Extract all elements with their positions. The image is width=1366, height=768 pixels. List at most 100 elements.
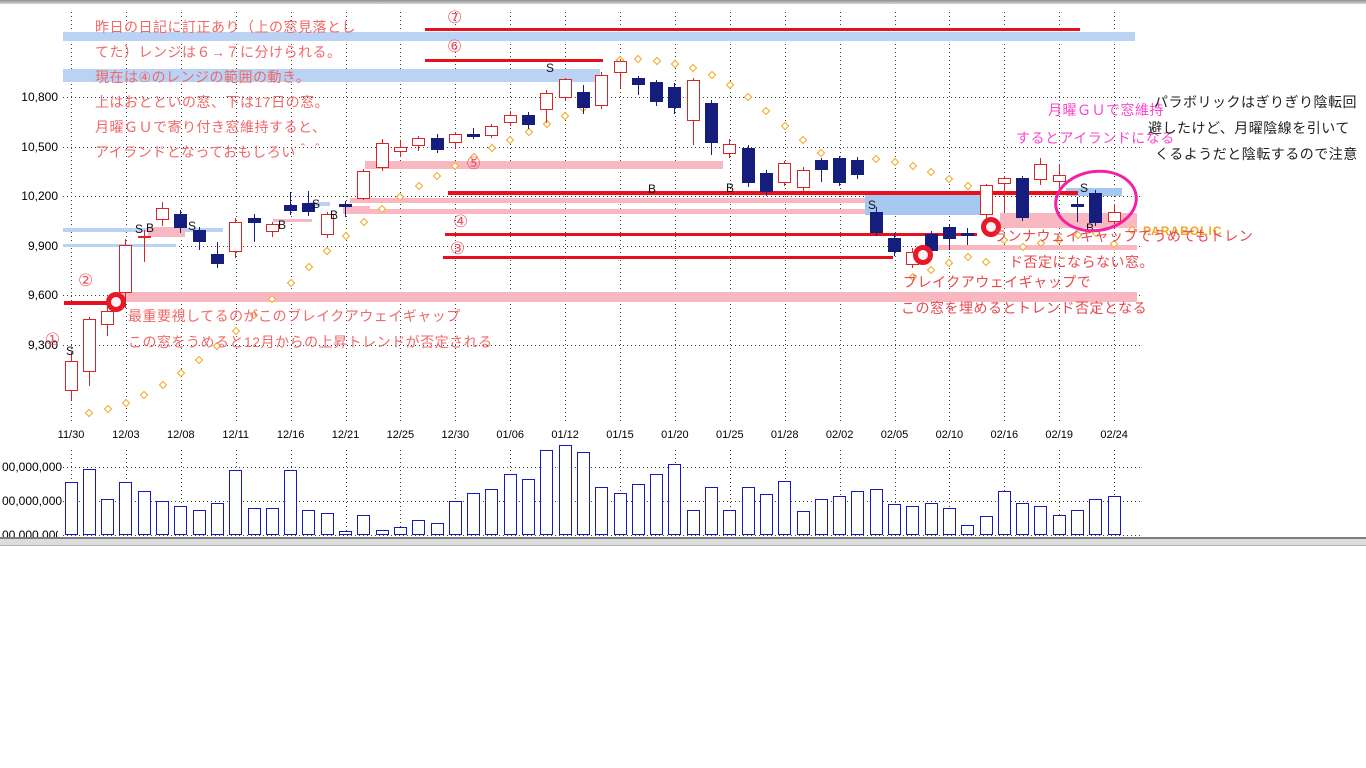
date-axis-label: 02/05 xyxy=(880,429,909,441)
date-gridline xyxy=(400,12,402,424)
date-axis-label: 12/11 xyxy=(222,429,250,441)
volume-bar xyxy=(357,514,371,535)
signal-letter: B xyxy=(146,221,155,235)
annotation-text: てた）レンジは６→７に分けられる。 xyxy=(95,44,342,60)
volume-bar xyxy=(101,499,115,535)
annotation-text: するとアイランドになる xyxy=(1016,130,1175,146)
volume-bar xyxy=(119,482,133,535)
sar-dot xyxy=(945,174,954,184)
annotation-text: 月曜ＧＵで寄り付き窓維持すると、 xyxy=(95,119,327,135)
candle-body xyxy=(448,134,462,144)
candle-body xyxy=(686,79,700,121)
annotation-text: ブレイクアウェイギャップで xyxy=(903,274,1092,290)
signal-letter: B xyxy=(648,182,657,196)
candle-body xyxy=(650,82,664,102)
sar-dot xyxy=(103,404,112,413)
volume-bar xyxy=(265,507,279,535)
gap-number-label: ⑤ xyxy=(466,154,482,173)
parabolic-indicator-label: PARABOLIC xyxy=(1143,224,1223,238)
date-axis-label: 01/25 xyxy=(716,429,744,441)
price-gridline xyxy=(63,196,1140,198)
volume-bar xyxy=(961,524,975,535)
annotation-text: 避したけど、月曜陰線を引いて xyxy=(1148,120,1350,136)
volume-gridline xyxy=(63,467,1140,468)
volume-bar xyxy=(558,444,572,535)
candle-body xyxy=(192,230,206,243)
sar-dot xyxy=(908,161,918,170)
candle-body xyxy=(576,92,590,108)
volume-bar xyxy=(247,507,261,535)
candle-body xyxy=(393,146,407,153)
volume-bar xyxy=(192,509,206,535)
date-gridline-volume xyxy=(729,450,731,535)
volume-bar xyxy=(576,451,590,535)
volume-bar xyxy=(1034,506,1048,535)
sar-dot xyxy=(634,54,643,64)
sar-dot xyxy=(139,390,149,399)
sar-dot xyxy=(158,380,167,389)
price-axis-label: 9,600 xyxy=(27,288,58,303)
signal-letter: S xyxy=(66,344,75,358)
candle-body xyxy=(247,217,261,223)
gap-ring-marker xyxy=(106,292,126,312)
gap-level-line xyxy=(448,191,1078,195)
gap-window-band xyxy=(148,227,185,237)
sar-dot xyxy=(963,182,972,191)
candle-body xyxy=(961,233,975,236)
date-axis-label: 11/30 xyxy=(57,429,85,441)
candle-wick xyxy=(290,192,292,216)
candle-body xyxy=(229,221,243,253)
candle-body xyxy=(503,115,517,123)
volume-bar xyxy=(778,480,792,535)
volume-bar xyxy=(942,507,956,535)
date-axis-label: 02/24 xyxy=(1100,429,1128,441)
date-axis-label: 01/12 xyxy=(551,429,579,441)
date-axis-label: 02/02 xyxy=(825,429,854,441)
gap-window-band xyxy=(63,32,1135,41)
candle-body xyxy=(631,77,645,86)
gap-number-label: ⑦ xyxy=(447,8,463,27)
volume-bar xyxy=(156,501,169,535)
gap-window-band xyxy=(343,209,865,214)
sar-dot xyxy=(505,135,515,145)
date-axis-label: 12/30 xyxy=(441,429,470,441)
date-axis-label: 02/19 xyxy=(1045,429,1073,441)
gap-window-band xyxy=(365,161,723,169)
date-gridline-volume xyxy=(949,450,951,535)
volume-bar xyxy=(869,489,883,535)
sar-dot xyxy=(560,111,570,121)
volume-bar xyxy=(668,463,682,535)
candle-body xyxy=(778,163,792,183)
sar-dot xyxy=(176,368,186,378)
candle-body xyxy=(796,169,810,188)
sar-dot xyxy=(688,63,698,73)
candle-body xyxy=(375,143,389,169)
candle-body xyxy=(595,74,609,107)
sar-dot xyxy=(725,80,735,89)
volume-gridline xyxy=(63,535,1140,536)
candle-body xyxy=(705,102,718,144)
volume-bar xyxy=(705,487,718,535)
volume-bar xyxy=(723,509,737,535)
volume-bar xyxy=(467,492,481,535)
signal-letter: B xyxy=(1086,221,1095,235)
candle-body xyxy=(558,78,572,98)
date-gridline xyxy=(565,12,567,424)
date-gridline-volume xyxy=(400,450,402,535)
annotation-text: アイランドとなっておもしろい＾＾ xyxy=(95,144,325,160)
volume-bar xyxy=(1052,514,1066,535)
sar-dot xyxy=(85,408,94,418)
date-axis-label: 02/10 xyxy=(935,429,964,441)
volume-bar xyxy=(595,487,609,535)
price-gridline xyxy=(63,245,1140,247)
candle-body xyxy=(1016,178,1030,218)
gap-number-label: ⑥ xyxy=(447,37,463,56)
sar-dot xyxy=(945,258,954,268)
candle-wick xyxy=(253,214,255,243)
gap-window-band xyxy=(1000,213,1137,228)
volume-bar xyxy=(485,489,499,535)
candle-body xyxy=(119,244,133,293)
volume-bar xyxy=(522,478,535,535)
annotation-text: パラボリックはぎりぎり陰転回 xyxy=(1154,94,1357,110)
